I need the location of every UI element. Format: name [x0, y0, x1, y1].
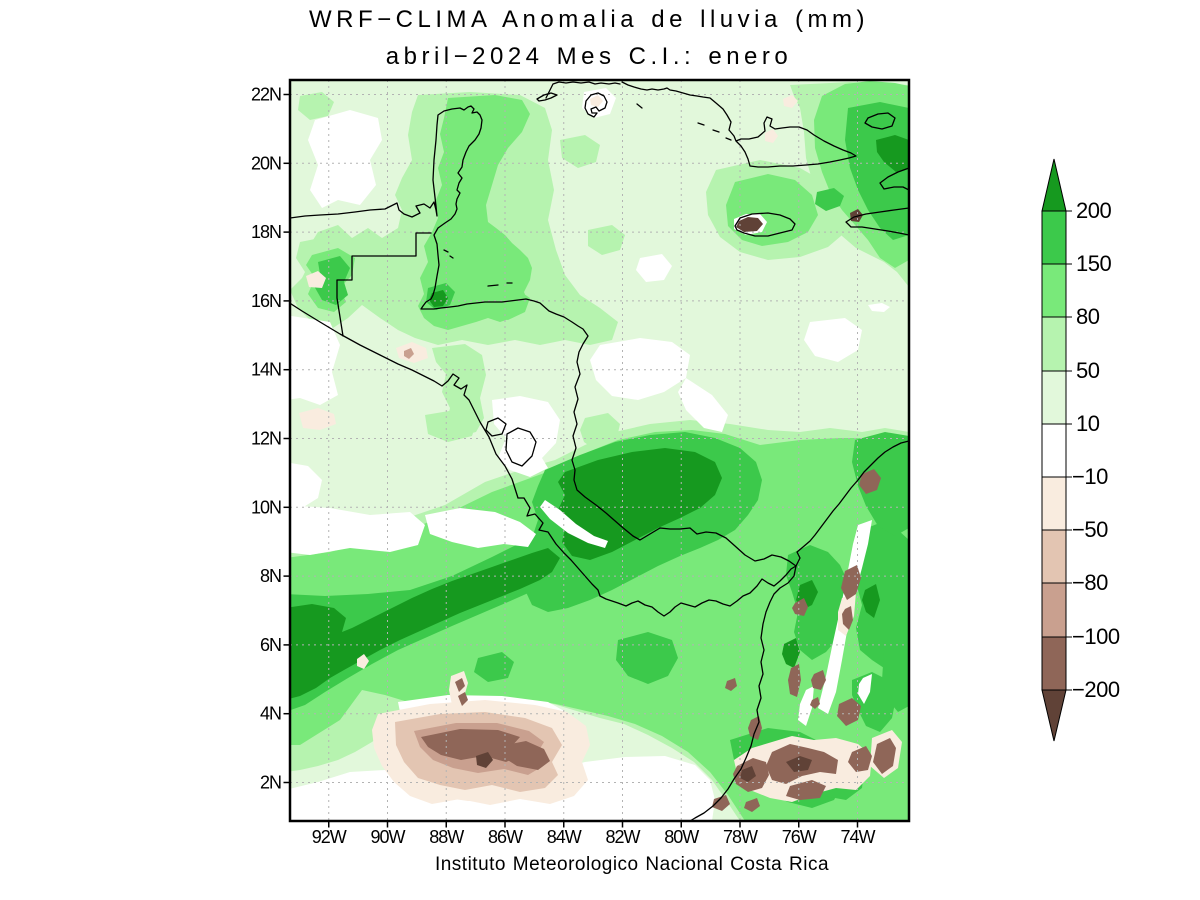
svg-text:90W: 90W	[370, 827, 405, 847]
svg-text:8N: 8N	[260, 566, 281, 586]
svg-text:4N: 4N	[260, 704, 281, 724]
svg-text:80: 80	[1076, 304, 1100, 329]
svg-text:22N: 22N	[251, 85, 281, 105]
svg-text:10: 10	[1076, 411, 1100, 436]
svg-text:82W: 82W	[605, 827, 640, 847]
svg-text:abril−2024 Mes C.I.: enero: abril−2024 Mes C.I.: enero	[386, 43, 793, 70]
svg-text:84W: 84W	[547, 827, 582, 847]
svg-text:92W: 92W	[312, 827, 347, 847]
svg-text:12N: 12N	[251, 429, 281, 449]
svg-text:WRF−CLIMA Anomalia de lluvia (: WRF−CLIMA Anomalia de lluvia (mm)	[309, 6, 869, 33]
svg-text:150: 150	[1076, 251, 1111, 276]
svg-text:6N: 6N	[260, 635, 281, 655]
svg-text:76W: 76W	[782, 827, 817, 847]
svg-text:−10: −10	[1072, 464, 1108, 489]
svg-text:200: 200	[1076, 198, 1111, 223]
svg-text:86W: 86W	[488, 827, 523, 847]
svg-text:−80: −80	[1072, 570, 1108, 595]
svg-text:2N: 2N	[260, 773, 281, 793]
svg-text:80W: 80W	[664, 827, 699, 847]
svg-text:88W: 88W	[429, 827, 464, 847]
svg-text:−50: −50	[1072, 517, 1108, 542]
svg-text:10N: 10N	[251, 497, 281, 517]
svg-text:20N: 20N	[251, 153, 281, 173]
svg-text:74W: 74W	[840, 827, 875, 847]
svg-text:18N: 18N	[251, 222, 281, 242]
svg-text:14N: 14N	[251, 360, 281, 380]
svg-text:16N: 16N	[251, 291, 281, 311]
svg-text:78W: 78W	[723, 827, 758, 847]
svg-text:−200: −200	[1072, 677, 1120, 702]
svg-text:50: 50	[1076, 358, 1100, 383]
svg-text:−100: −100	[1072, 624, 1120, 649]
svg-text:Instituto Meteorologico Nacion: Instituto Meteorologico Nacional Costa R…	[435, 854, 829, 875]
